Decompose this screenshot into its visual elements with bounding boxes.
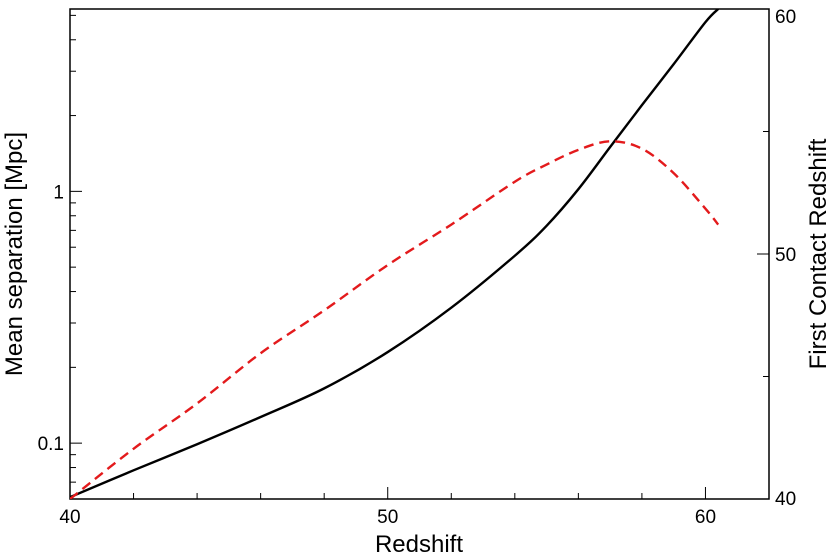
y-left-tick-label: 0.1 — [38, 434, 64, 455]
series-line-mean-separation — [70, 9, 720, 499]
ticks-layer — [69, 8, 770, 500]
series-line-first-contact — [70, 140, 720, 499]
labels-layer: 40 50 60 0.1 1 40 50 60 — [38, 7, 797, 528]
series-layer — [70, 9, 720, 499]
plot-frame — [69, 8, 770, 500]
y-right-tick-label: 50 — [775, 245, 796, 266]
y-left-tick-label: 1 — [53, 182, 64, 203]
y-right-tick-label: 60 — [775, 7, 796, 28]
y-right-axis-title: First Contact Redshift — [805, 138, 830, 369]
y-right-tick-label: 40 — [775, 489, 796, 510]
x-tick-label: 50 — [377, 507, 398, 528]
x-axis-title: Redshift — [375, 531, 463, 556]
x-tick-label: 40 — [59, 507, 80, 528]
x-tick-label: 60 — [695, 507, 716, 528]
y-left-axis-title: Mean separation [Mpc] — [1, 132, 28, 376]
